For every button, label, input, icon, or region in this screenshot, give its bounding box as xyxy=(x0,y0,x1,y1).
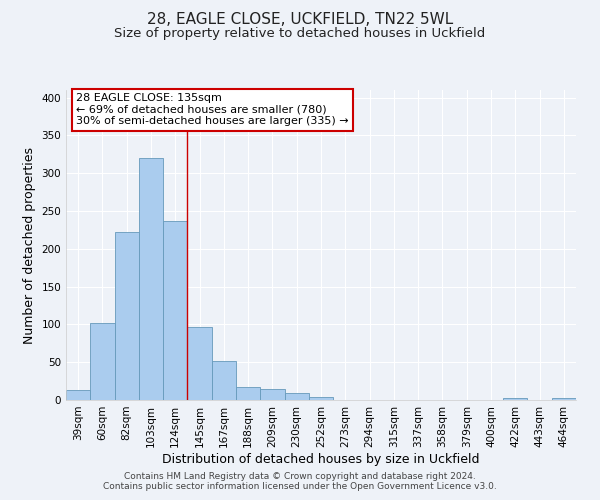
Bar xyxy=(187,326,212,400)
Text: 28 EAGLE CLOSE: 135sqm
← 69% of detached houses are smaller (780)
30% of semi-de: 28 EAGLE CLOSE: 135sqm ← 69% of detached… xyxy=(76,93,349,126)
Bar xyxy=(163,221,187,400)
X-axis label: Distribution of detached houses by size in Uckfield: Distribution of detached houses by size … xyxy=(162,452,480,466)
Bar xyxy=(260,390,284,400)
Bar xyxy=(139,158,163,400)
Bar xyxy=(236,387,260,400)
Bar xyxy=(115,232,139,400)
Text: Contains HM Land Registry data © Crown copyright and database right 2024.: Contains HM Land Registry data © Crown c… xyxy=(124,472,476,481)
Bar xyxy=(212,360,236,400)
Bar xyxy=(552,398,576,400)
Bar xyxy=(66,390,90,400)
Text: 28, EAGLE CLOSE, UCKFIELD, TN22 5WL: 28, EAGLE CLOSE, UCKFIELD, TN22 5WL xyxy=(147,12,453,28)
Bar xyxy=(284,393,309,400)
Text: Contains public sector information licensed under the Open Government Licence v3: Contains public sector information licen… xyxy=(103,482,497,491)
Bar xyxy=(90,323,115,400)
Y-axis label: Number of detached properties: Number of detached properties xyxy=(23,146,36,344)
Bar xyxy=(309,397,333,400)
Bar xyxy=(503,398,527,400)
Text: Size of property relative to detached houses in Uckfield: Size of property relative to detached ho… xyxy=(115,28,485,40)
